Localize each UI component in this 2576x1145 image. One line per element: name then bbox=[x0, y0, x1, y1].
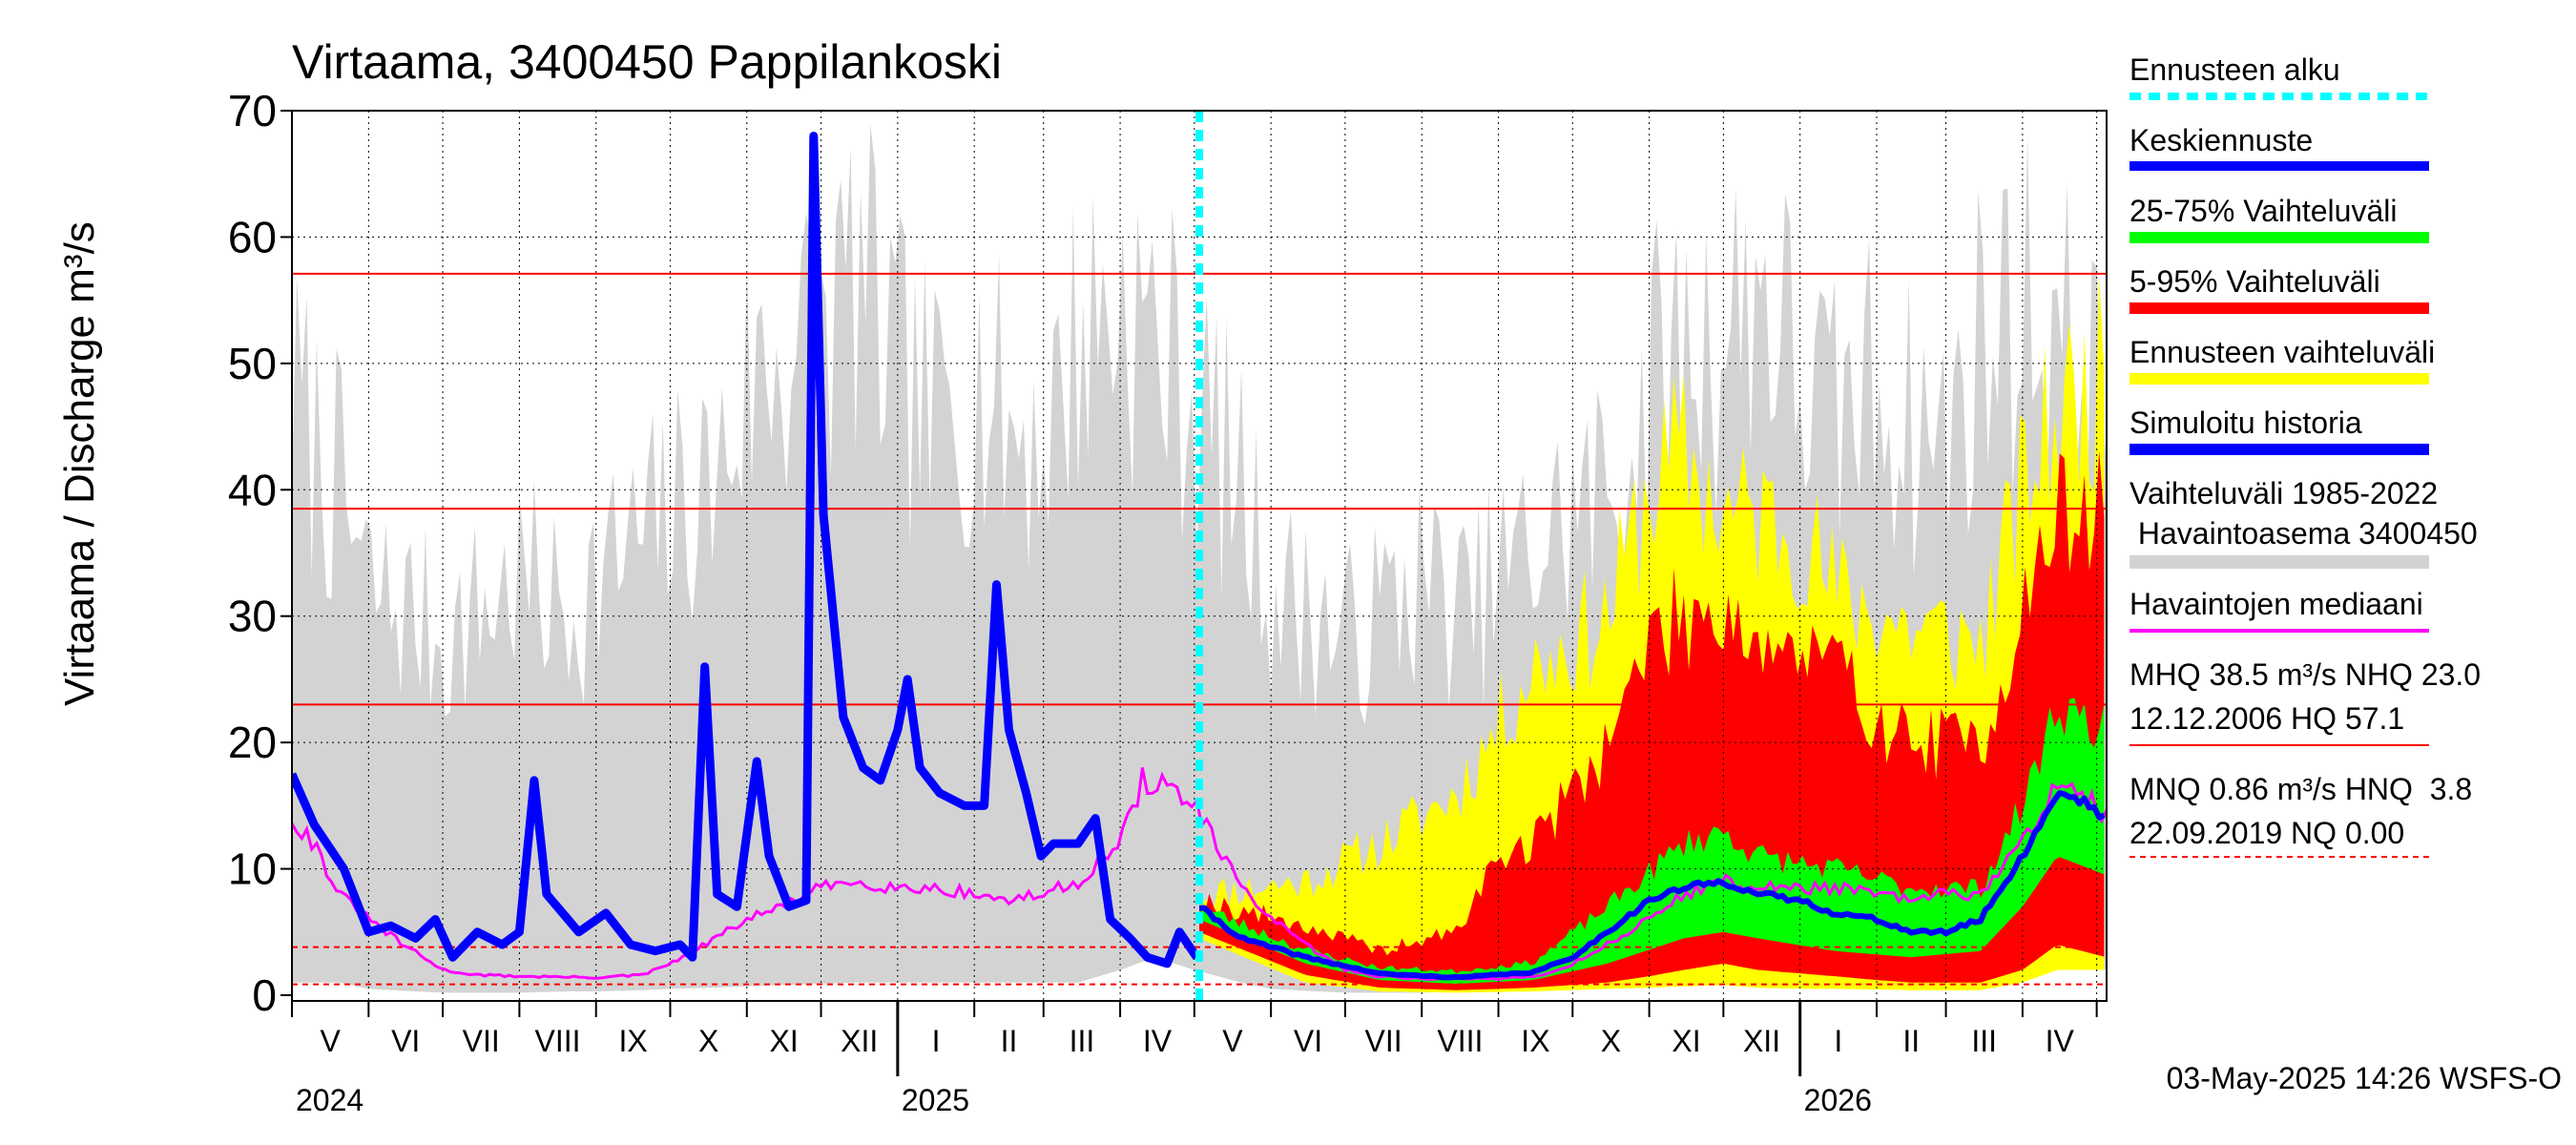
y-tick-label-6: 60 bbox=[228, 212, 277, 261]
y-axis-label-gap bbox=[56, 303, 103, 315]
x-month-label-16: IX bbox=[1521, 1024, 1549, 1058]
x-month-label-20: I bbox=[1834, 1024, 1842, 1058]
y-tick-label-1: 10 bbox=[228, 844, 277, 894]
x-month-label-7: XII bbox=[841, 1024, 878, 1058]
x-month-label-6: XI bbox=[770, 1024, 799, 1058]
x-month-label-23: IV bbox=[2046, 1024, 2075, 1058]
x-month-label-3: VIII bbox=[535, 1024, 581, 1058]
y-tick-label-4: 40 bbox=[228, 465, 277, 514]
legend-stats-high-2: 12.12.2006 HQ 57.1 bbox=[2129, 701, 2404, 736]
legend-band-25-75-label: 25-75% Vaihteluväli bbox=[2129, 194, 2397, 228]
y-axis-ticks: 0 10 20 30 40 50 60 70 bbox=[228, 86, 292, 1020]
y-axis-label: Virtaama / Discharge m³/s bbox=[56, 221, 103, 706]
x-month-label-4: IX bbox=[618, 1024, 647, 1058]
y-axis-label-group: Virtaama / Discharge m³/s bbox=[56, 221, 103, 706]
median-layer bbox=[292, 767, 2107, 982]
x-month-label-12: V bbox=[1222, 1024, 1243, 1058]
legend-historical-label-1: Vaihteluväli 1985-2022 bbox=[2129, 476, 2438, 510]
x-month-label-0: V bbox=[320, 1024, 341, 1058]
legend-mean-label: Keskiennuste bbox=[2129, 123, 2313, 157]
legend-stats-high-1: MHQ 38.5 m³/s NHQ 23.0 bbox=[2129, 657, 2481, 692]
chart-title: Virtaama, 3400450 Pappilankoski bbox=[292, 35, 1002, 89]
y-tick-label-0: 0 bbox=[252, 970, 277, 1020]
legend-stats-low-2: 22.09.2019 NQ 0.00 bbox=[2129, 816, 2404, 850]
legend-stats-low-1: MNQ 0.86 m³/s HNQ 3.8 bbox=[2129, 772, 2472, 806]
x-month-label-11: IV bbox=[1143, 1024, 1173, 1058]
band-5-95-layer bbox=[1199, 450, 2105, 990]
legend-band-5-95-label: 5-95% Vaihteluväli bbox=[2129, 264, 2380, 299]
x-month-label-22: III bbox=[1971, 1024, 1997, 1058]
x-month-label-18: XI bbox=[1672, 1024, 1700, 1058]
x-month-label-17: X bbox=[1601, 1024, 1621, 1058]
band-25-75-area bbox=[1199, 697, 2105, 985]
grid-layer bbox=[292, 111, 2107, 1001]
legend-forecast-start-label: Ennusteen alku bbox=[2129, 52, 2340, 87]
x-month-label-13: VI bbox=[1294, 1024, 1322, 1058]
observed-median-line bbox=[292, 767, 2107, 982]
x-month-label-1: VI bbox=[391, 1024, 420, 1058]
x-month-label-2: VII bbox=[463, 1024, 500, 1058]
x-month-label-19: XII bbox=[1743, 1024, 1780, 1058]
x-year-label-0: 2024 bbox=[296, 1083, 364, 1117]
y-tick-label-3: 30 bbox=[228, 592, 277, 641]
x-month-label-5: X bbox=[698, 1024, 718, 1058]
legend-simulated-label: Simuloitu historia bbox=[2129, 406, 2362, 440]
y-tick-label-7: 70 bbox=[228, 86, 277, 135]
y-axis-label-text: Virtaama / Discharge bbox=[56, 315, 103, 706]
x-month-label-21: II bbox=[1902, 1024, 1920, 1058]
x-month-label-15: VIII bbox=[1437, 1024, 1483, 1058]
x-month-label-14: VII bbox=[1364, 1024, 1402, 1058]
plot-frame bbox=[291, 110, 2108, 1002]
y-tick-label-5: 50 bbox=[228, 339, 277, 388]
legend-median-label: Havaintojen mediaani bbox=[2129, 587, 2423, 621]
legend-forecast-range-label: Ennusteen vaihteluväli bbox=[2129, 335, 2435, 369]
legend: Ennusteen alku Keskiennuste 25-75% Vaiht… bbox=[2129, 52, 2481, 858]
band-5-95-area bbox=[1199, 450, 2105, 990]
legend-historical-label-2: Havaintoasema 3400450 bbox=[2129, 516, 2478, 551]
x-month-label-8: I bbox=[932, 1024, 941, 1058]
x-year-label-2: 2026 bbox=[1804, 1083, 1872, 1117]
x-month-label-10: III bbox=[1070, 1024, 1095, 1058]
y-axis-unit: m³/s bbox=[56, 221, 103, 303]
y-tick-label-2: 20 bbox=[228, 718, 277, 767]
discharge-lines-layer bbox=[292, 132, 2106, 981]
x-year-label-1: 2025 bbox=[902, 1083, 969, 1117]
simulated-history-line bbox=[292, 132, 1201, 968]
x-month-label-9: II bbox=[1001, 1024, 1018, 1058]
x-axis: V VI VII VIII IX X XI XII I II III IV V VI VII VIII IX X X… bbox=[291, 1001, 2098, 1117]
footer-timestamp: 03-May-2025 14:26 WSFS-O bbox=[2167, 1061, 2562, 1095]
forecast-mean-line bbox=[1198, 790, 2106, 981]
band-25-75-layer bbox=[1199, 697, 2105, 985]
